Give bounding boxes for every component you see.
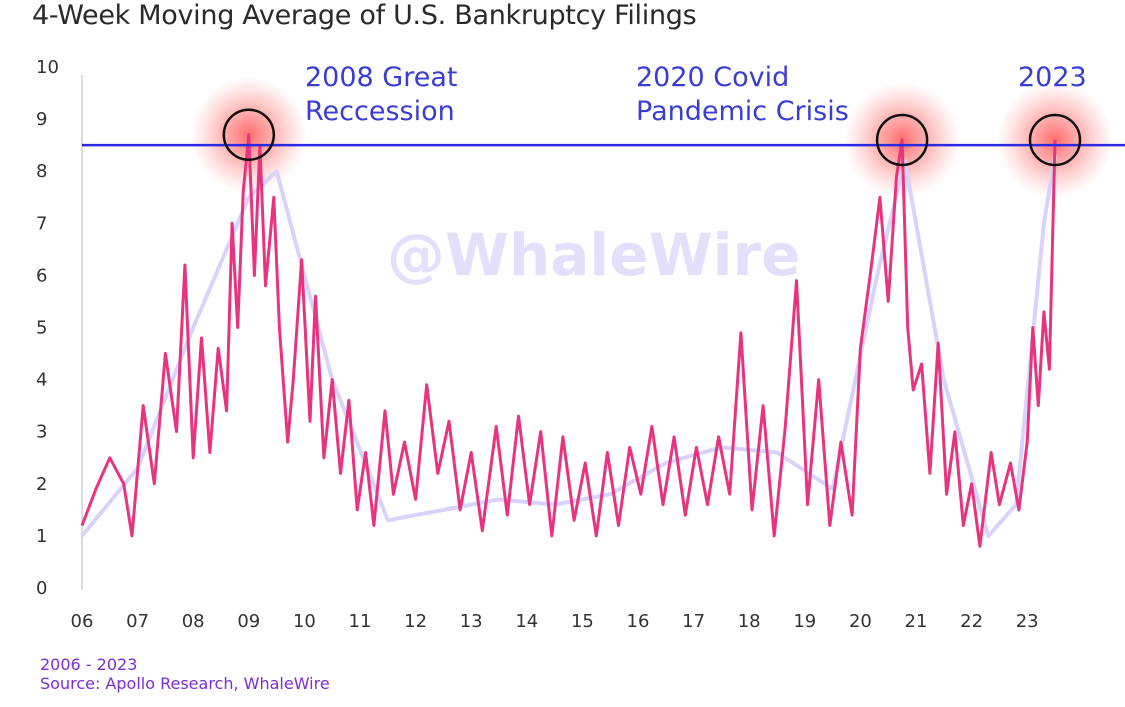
- x-tick-label: 11: [349, 611, 372, 632]
- y-tick-label: 7: [36, 213, 47, 234]
- annotation-label: 2023: [1018, 62, 1087, 93]
- x-tick-label: 10: [293, 611, 316, 632]
- y-tick-label: 6: [36, 265, 47, 286]
- y-tick-label: 10: [36, 57, 59, 78]
- annotation-label: Pandemic Crisis: [636, 96, 849, 127]
- x-tick-label: 21: [905, 611, 928, 632]
- y-tick-label: 9: [36, 109, 47, 130]
- x-axis: 06 07 08 09 10 11 12 13 14 15 16 17 18 19 20 21 22 23: [71, 611, 1039, 632]
- x-tick-label: 06: [71, 611, 94, 632]
- y-tick-label: 5: [36, 318, 47, 339]
- x-tick-label: 17: [682, 611, 705, 632]
- x-tick-label: 16: [627, 611, 650, 632]
- footer: 2006 - 2023 Source: Apollo Research, Wha…: [40, 655, 330, 693]
- x-tick-label: 15: [571, 611, 594, 632]
- y-axis: 0 1 2 3 4 5 6 7 8 9 10: [36, 57, 83, 599]
- peak-glows: [190, 76, 1113, 198]
- x-tick-label: 08: [182, 611, 205, 632]
- series-line-filings: [80, 133, 1057, 548]
- y-tick-label: 4: [36, 370, 47, 391]
- x-tick-label: 13: [460, 611, 483, 632]
- footer-source: Source: Apollo Research, WhaleWire: [40, 674, 330, 693]
- annotation-label: 2020 Covid: [636, 62, 789, 93]
- y-tick-label: 3: [36, 422, 47, 443]
- y-tick-label: 0: [36, 578, 47, 599]
- watermark: @WhaleWire: [387, 221, 800, 289]
- x-tick-label: 19: [793, 611, 816, 632]
- peak-circle-2: [875, 113, 929, 167]
- x-tick-label: 14: [515, 611, 538, 632]
- peak-circle-3: [1028, 113, 1082, 167]
- peak-circles: [222, 108, 1082, 167]
- x-tick-label: 22: [960, 611, 983, 632]
- x-tick-label: 09: [237, 611, 260, 632]
- footer-range: 2006 - 2023: [40, 655, 138, 674]
- y-tick-label: 8: [36, 161, 47, 182]
- annotation-label: Reccession: [305, 96, 455, 127]
- y-tick-label: 1: [36, 526, 47, 547]
- series-lines: [80, 133, 1057, 548]
- chart-title: 4-Week Moving Average of U.S. Bankruptcy…: [32, 0, 697, 31]
- x-tick-label: 20: [849, 611, 872, 632]
- x-tick-label: 12: [404, 611, 427, 632]
- x-tick-label: 07: [126, 611, 149, 632]
- peak-circle-1: [222, 108, 276, 161]
- y-tick-label: 2: [36, 474, 47, 495]
- x-tick-label: 23: [1016, 611, 1039, 632]
- x-tick-label: 18: [738, 611, 761, 632]
- annotation-label: 2008 Great: [305, 62, 457, 93]
